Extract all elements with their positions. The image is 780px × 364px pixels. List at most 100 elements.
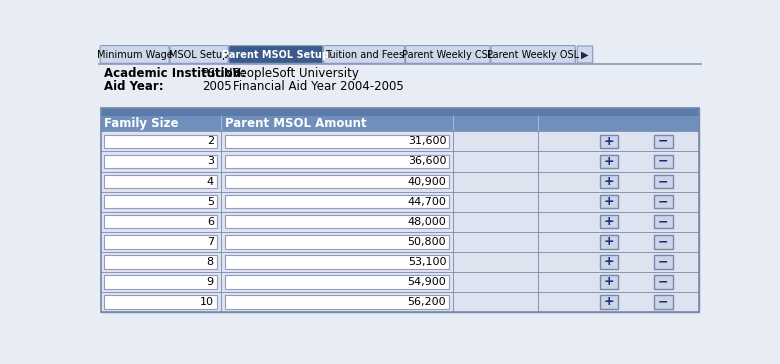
Text: 40,900: 40,900 [407,177,446,186]
Bar [101,108,699,116]
Bar [101,232,699,252]
Text: +: + [604,275,615,288]
Text: +: + [604,175,615,188]
Text: Financial Aid Year 2004-2005: Financial Aid Year 2004-2005 [233,80,404,93]
Text: −: − [658,275,668,288]
Text: 10: 10 [200,297,214,306]
Bar [225,275,449,289]
Bar [105,215,217,229]
Bar [225,295,449,309]
Bar [654,235,672,249]
Text: 3: 3 [207,157,214,166]
Text: +: + [604,135,615,148]
Bar [101,292,699,312]
FancyBboxPatch shape [324,46,405,63]
Bar [654,175,672,189]
Bar [654,195,672,209]
Text: −: − [658,235,668,248]
Text: 2: 2 [207,136,214,146]
Text: +: + [604,235,615,248]
Text: +: + [604,215,615,228]
Bar [101,108,699,312]
Bar [225,175,449,189]
Bar [600,275,619,289]
FancyBboxPatch shape [491,46,576,63]
Bar [600,235,619,249]
Text: Parent MSOL Setup: Parent MSOL Setup [222,50,329,60]
Text: 2005: 2005 [202,80,232,93]
Text: Minimum Wage: Minimum Wage [97,50,172,60]
Text: +: + [604,195,615,208]
Bar [225,235,449,249]
Bar [101,252,699,272]
Text: Tuition and Fees: Tuition and Fees [324,50,403,60]
Text: 53,100: 53,100 [408,257,446,266]
Text: 31,600: 31,600 [408,136,446,146]
Bar [105,275,217,289]
Text: MSOL Setup: MSOL Setup [169,50,229,60]
Bar [600,135,619,149]
Bar [105,295,217,309]
Bar [225,195,449,209]
Bar [101,191,699,211]
Bar [98,64,702,108]
Text: +: + [604,155,615,168]
Bar [101,171,699,191]
Text: Aid Year:: Aid Year: [104,80,163,93]
Text: Parent MSOL Amount: Parent MSOL Amount [225,117,367,130]
Bar [101,108,699,312]
Text: PSUNV: PSUNV [202,67,242,80]
Bar [654,155,672,169]
Text: −: − [658,155,668,168]
Bar [105,175,217,189]
Bar [105,255,217,269]
Text: ▶: ▶ [581,50,589,60]
Text: −: − [658,175,668,188]
Text: +: + [604,295,615,308]
FancyBboxPatch shape [229,46,323,63]
FancyBboxPatch shape [577,46,593,63]
Bar [600,215,619,229]
Bar [654,295,672,309]
Bar [225,255,449,269]
Bar [654,215,672,229]
Text: −: − [658,255,668,268]
Text: 36,600: 36,600 [408,157,446,166]
Text: 56,200: 56,200 [408,297,446,306]
Bar [654,135,672,149]
Bar [101,151,699,171]
Bar [101,272,699,292]
Bar [654,275,672,289]
Text: 7: 7 [207,237,214,246]
Bar [105,135,217,149]
Text: −: − [658,135,668,148]
Text: Parent Weekly CSL: Parent Weekly CSL [402,50,494,60]
Text: PeopleSoft University: PeopleSoft University [233,67,359,80]
Text: 6: 6 [207,217,214,226]
Bar [225,215,449,229]
Bar [600,255,619,269]
Bar [654,255,672,269]
Bar [225,155,449,169]
Bar [105,195,217,209]
Text: 54,900: 54,900 [407,277,446,286]
Bar [225,135,449,149]
Text: −: − [658,195,668,208]
Text: 8: 8 [207,257,214,266]
Text: 50,800: 50,800 [408,237,446,246]
FancyBboxPatch shape [100,46,169,63]
Bar [600,155,619,169]
Text: 9: 9 [207,277,214,286]
Text: Parent Weekly OSL: Parent Weekly OSL [487,50,579,60]
Text: 48,000: 48,000 [407,217,446,226]
Bar [600,295,619,309]
Bar [101,116,699,131]
Text: Family Size: Family Size [105,117,179,130]
Bar [600,175,619,189]
Text: −: − [658,215,668,228]
FancyBboxPatch shape [170,46,228,63]
Text: 4: 4 [207,177,214,186]
Text: +: + [604,255,615,268]
Bar [105,235,217,249]
Bar [101,131,699,151]
